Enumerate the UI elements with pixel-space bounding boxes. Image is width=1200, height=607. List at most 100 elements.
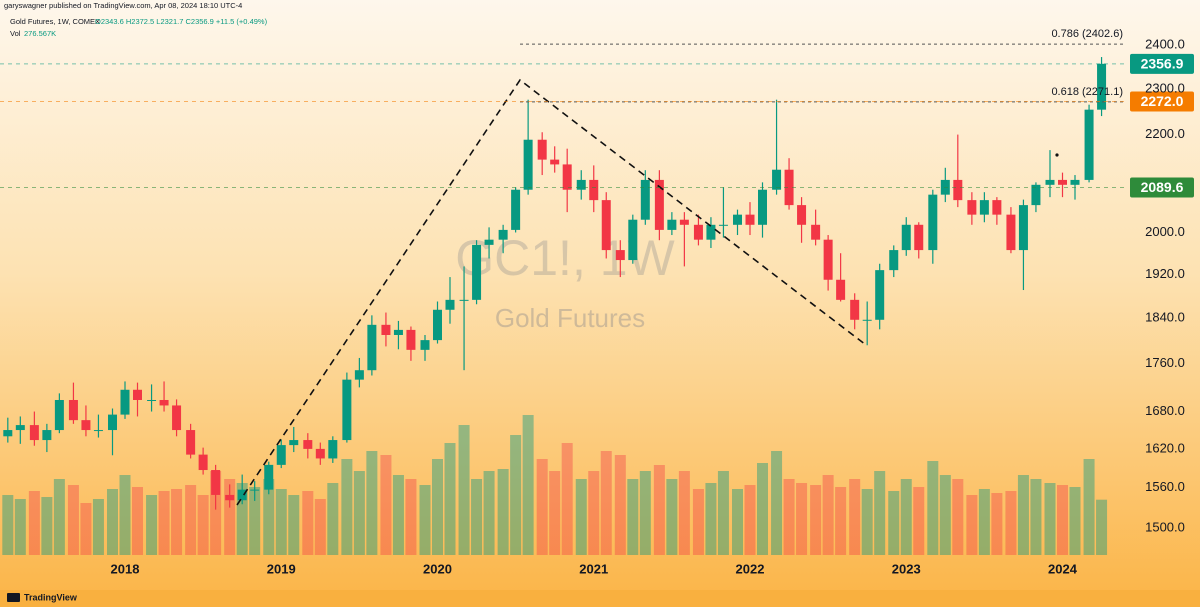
volume-bar xyxy=(28,491,40,555)
candle-body xyxy=(484,239,494,245)
candle-body xyxy=(850,299,860,320)
candle-body xyxy=(54,399,64,431)
candle-body xyxy=(433,309,442,341)
volume-bar xyxy=(341,459,353,555)
price-badge xyxy=(1130,53,1194,74)
volume-bar xyxy=(263,479,275,555)
candle-body xyxy=(303,440,313,449)
candle-body xyxy=(811,224,821,240)
volume-bar xyxy=(132,487,143,555)
volume-bar xyxy=(978,489,990,555)
fib-label: 0.618 (2271.1) xyxy=(1051,86,1123,98)
volume-bar xyxy=(275,489,287,555)
candle-body xyxy=(589,179,599,201)
volume-bar xyxy=(119,475,131,555)
volume-bar xyxy=(849,479,861,555)
candle-body xyxy=(718,224,728,226)
candle-body xyxy=(211,470,221,495)
candle-body xyxy=(758,189,767,225)
volume-bar xyxy=(419,485,431,555)
candle-body xyxy=(562,164,572,190)
candle-body xyxy=(628,219,638,261)
volume-bar xyxy=(483,471,495,555)
volume-bar xyxy=(692,489,704,555)
brand-logo xyxy=(7,593,20,602)
candle-body xyxy=(706,224,716,240)
candle-body xyxy=(342,379,352,441)
fib-label: 0.786 (2402.6) xyxy=(1051,28,1123,40)
volume-bar xyxy=(392,475,404,555)
candle-body xyxy=(93,430,103,432)
candle-body xyxy=(928,194,938,251)
trend-drawing xyxy=(236,78,867,506)
x-tick-label: 2019 xyxy=(267,561,296,576)
volume-bar xyxy=(600,451,612,555)
volume-bar xyxy=(380,455,392,555)
vol-value: 276.567K xyxy=(24,29,56,38)
y-tick-label: 1920.0 xyxy=(1145,266,1185,281)
candle-body xyxy=(120,389,130,415)
volume-bar xyxy=(107,489,118,555)
y-tick-label: 1760.0 xyxy=(1145,355,1185,370)
volume-bar xyxy=(927,461,939,555)
volume-bar xyxy=(913,487,925,555)
volume-bar xyxy=(717,471,729,555)
price-badge-label: 2089.6 xyxy=(1141,179,1184,195)
candle-body xyxy=(679,219,689,225)
candle-body xyxy=(772,169,782,190)
y-tick-label: 1620.0 xyxy=(1145,440,1185,455)
candle-body xyxy=(537,139,547,160)
candle-body xyxy=(1045,179,1055,185)
volume-bar xyxy=(744,485,756,555)
candle-body xyxy=(576,179,586,190)
candle-body xyxy=(693,224,703,240)
volume-bar xyxy=(327,483,339,555)
volume-bar xyxy=(1017,475,1029,555)
x-tick-label: 2023 xyxy=(892,561,921,576)
candle-body xyxy=(914,224,924,251)
brand: TradingView xyxy=(24,592,78,602)
volume-bar xyxy=(197,495,209,555)
candle-layer xyxy=(3,57,1107,510)
volume-bar xyxy=(405,479,417,555)
volume-bar xyxy=(1030,479,1042,555)
candle-body xyxy=(289,440,299,446)
volume-bar xyxy=(458,425,470,555)
candle-body xyxy=(862,319,872,321)
candle-body xyxy=(953,179,963,201)
volume-bar xyxy=(224,479,236,555)
vol-label: Vol xyxy=(10,29,21,38)
volume-bar xyxy=(835,487,847,555)
ohlc-info: O2343.6 H2372.5 L2321.7 C2356.9 +11.5 (+… xyxy=(95,17,268,26)
candle-body xyxy=(42,430,52,441)
volume-bar xyxy=(705,483,717,555)
volume-bar xyxy=(1005,491,1017,555)
volume-bar xyxy=(861,489,873,555)
volume-bar xyxy=(171,489,183,555)
volume-bar xyxy=(627,479,639,555)
volume-bar xyxy=(146,495,158,555)
candle-body xyxy=(836,279,846,300)
volume-bar xyxy=(288,495,300,555)
volume-bar xyxy=(588,471,600,555)
y-tick-label: 2000.0 xyxy=(1145,224,1185,239)
volume-bar xyxy=(888,491,900,555)
volume-bar xyxy=(1069,487,1081,555)
volume-bar xyxy=(249,487,261,555)
candle-body xyxy=(393,329,403,335)
candle-body xyxy=(967,200,977,215)
volume-bar xyxy=(666,479,678,555)
volume-bar xyxy=(497,469,509,555)
volume-bar xyxy=(14,499,26,555)
watermark-symbol: GC1!, 1W xyxy=(455,230,675,286)
volume-bar xyxy=(810,485,822,555)
volume-bar xyxy=(2,495,14,555)
volume-bar xyxy=(444,443,456,555)
watermark: GC1!, 1W Gold Futures xyxy=(455,230,675,333)
candle-body xyxy=(237,489,247,501)
candle-body xyxy=(250,489,260,491)
volume-bar xyxy=(952,479,964,555)
y-tick-label: 2400.0 xyxy=(1145,37,1185,52)
candle-body xyxy=(784,169,794,206)
y-tick-label: 2300.0 xyxy=(1145,80,1185,95)
